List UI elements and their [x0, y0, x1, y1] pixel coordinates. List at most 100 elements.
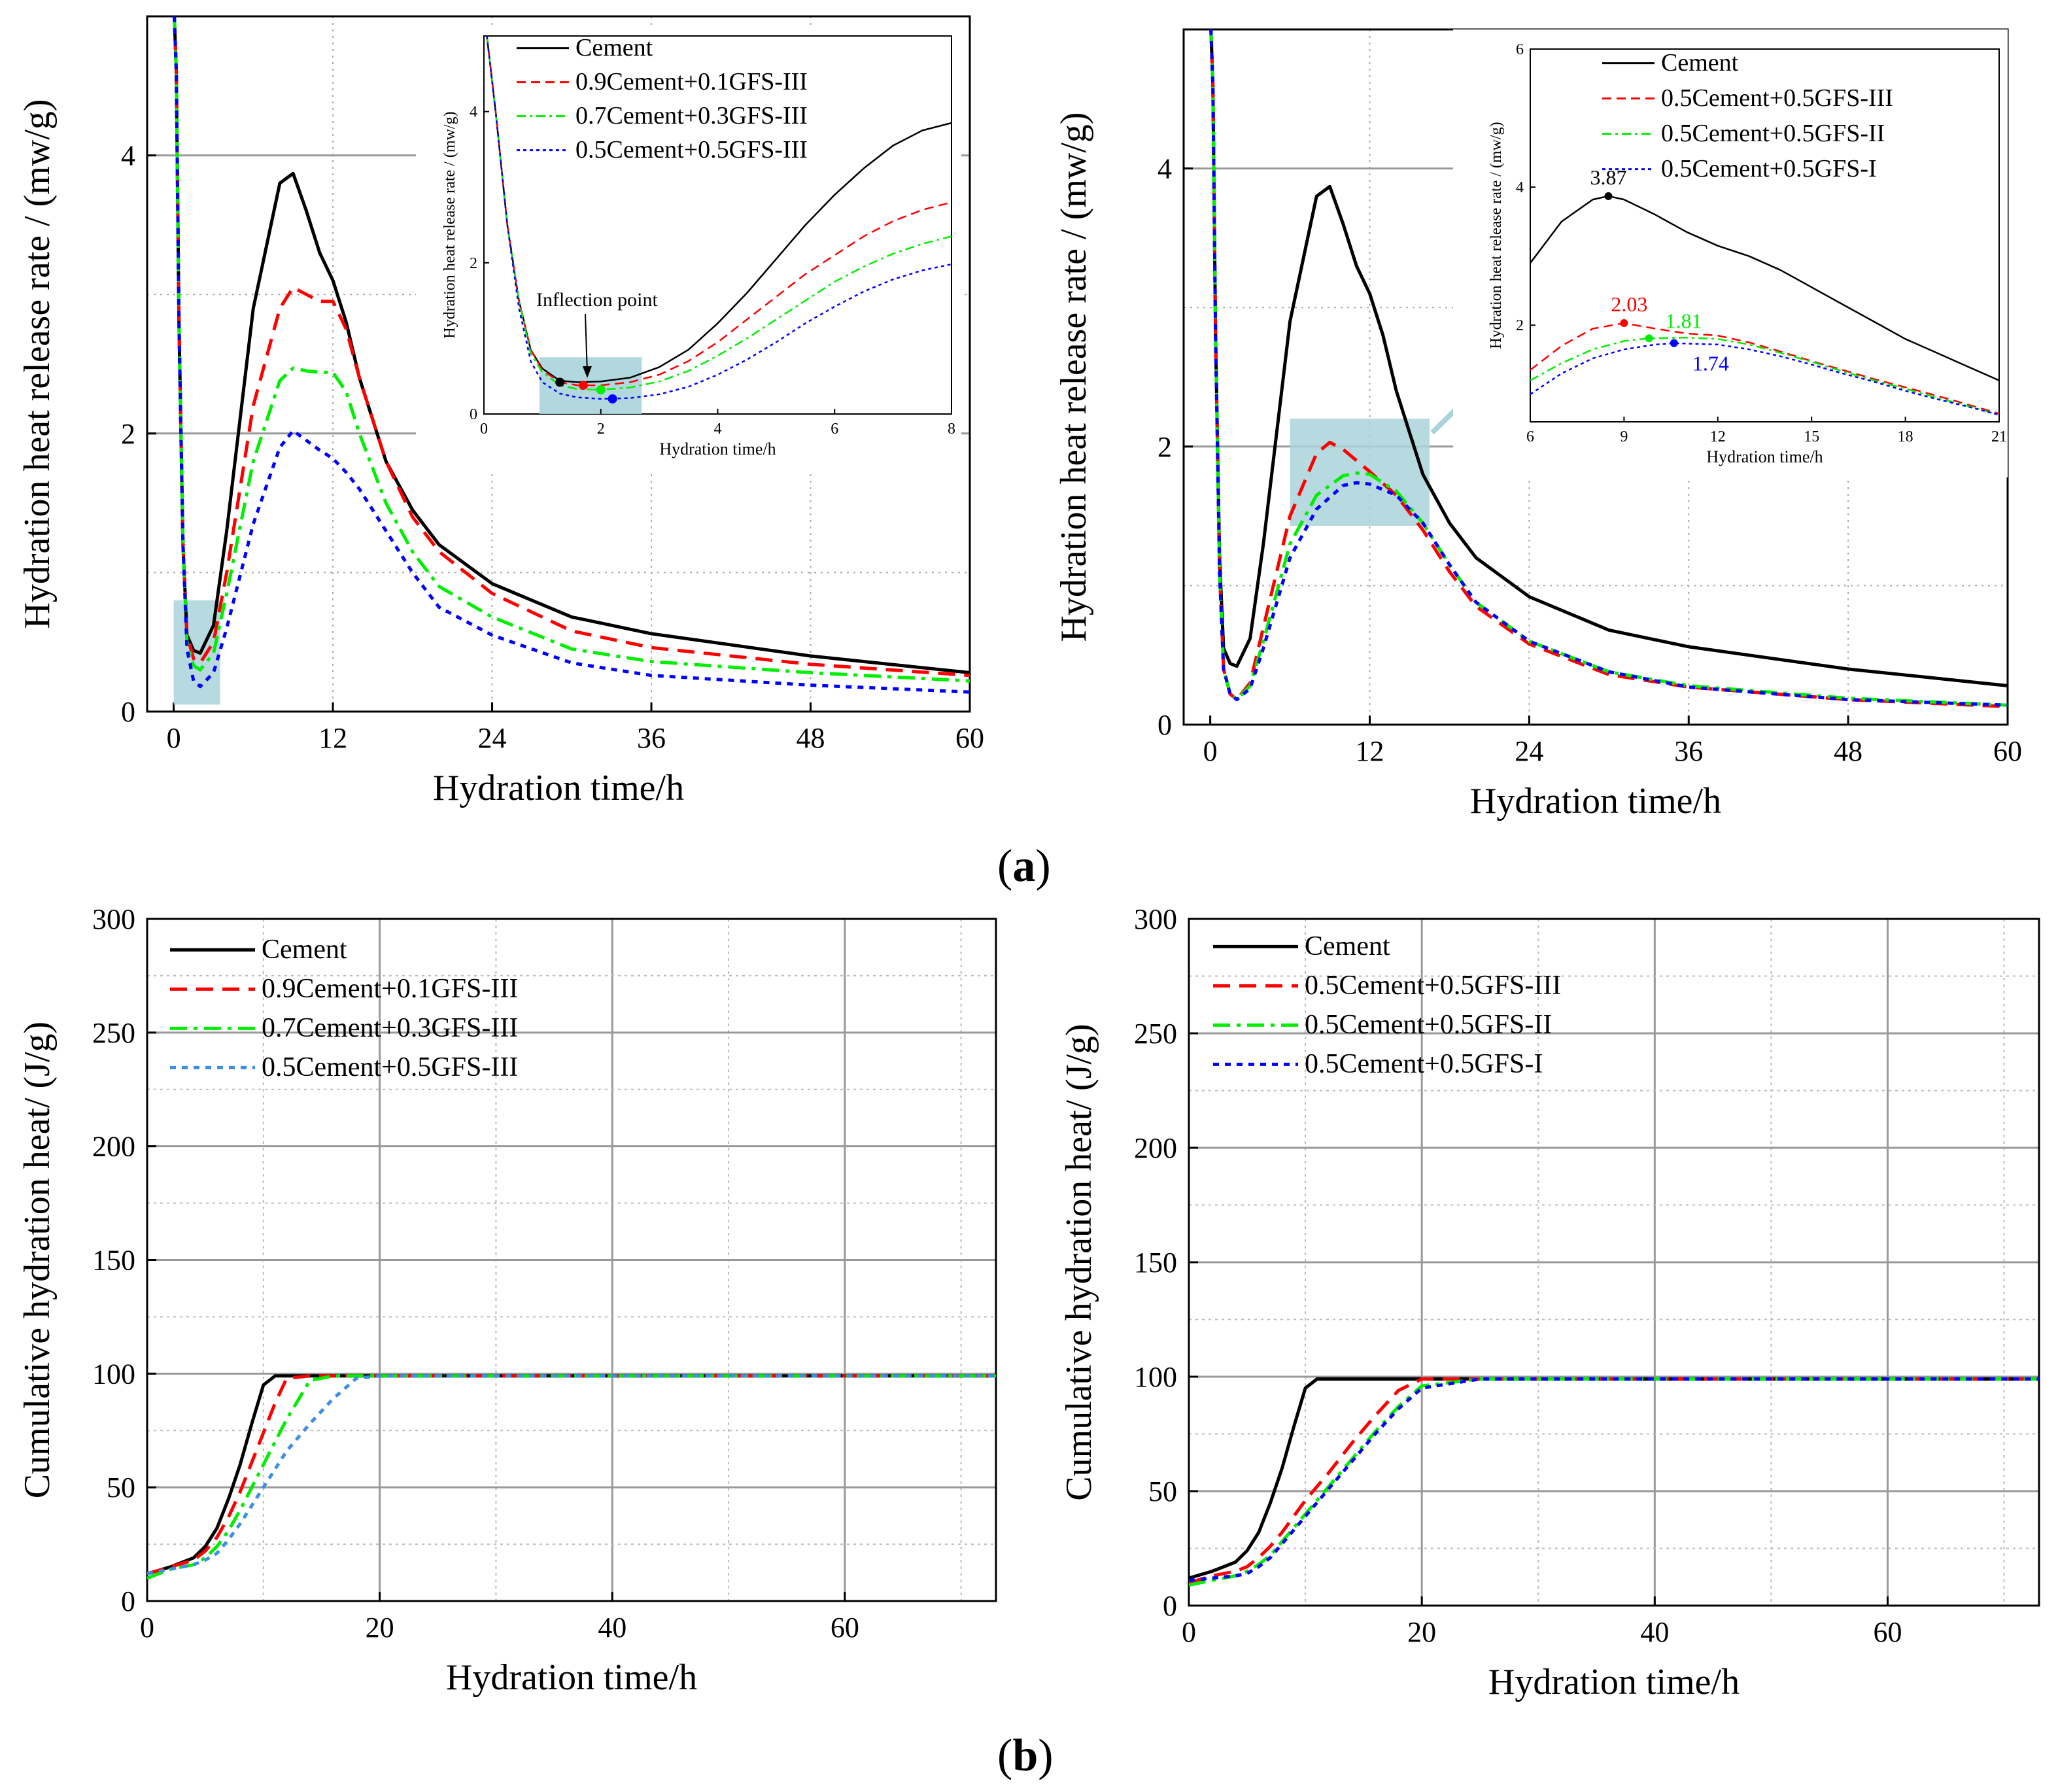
legend-label-2: 0.7Cement+0.3GFS-III [262, 1013, 518, 1043]
series-line-1 [173, 16, 970, 678]
x-tick-label: 60 [831, 1611, 859, 1644]
inset-y-tick-label: 4 [470, 104, 477, 121]
x-tick-label: 0 [1203, 735, 1218, 767]
inflection-marker-1 [578, 381, 588, 390]
series-line-2 [1209, 29, 2008, 707]
series-line-1 [1209, 29, 2008, 708]
legend-label-1: 0.9Cement+0.1GFS-III [262, 974, 518, 1004]
x-tick-label: 36 [637, 722, 666, 754]
y-tick-label: 250 [1134, 1018, 1177, 1050]
series-line-3 [1209, 29, 2008, 707]
x-tick-label: 48 [797, 722, 825, 754]
x-tick-label: 0 [167, 722, 181, 754]
series-line-2 [1189, 1377, 2039, 1587]
legend-label-1: 0.5Cement+0.5GFS-III [1661, 84, 1893, 112]
inset-background [416, 26, 961, 471]
y-tick-label: 250 [92, 1017, 135, 1049]
legend-label-0: Cement [1305, 931, 1390, 961]
x-axis-label: Hydration time/h [446, 1657, 697, 1698]
y-tick-label: 0 [1158, 709, 1172, 741]
chart-b-left: 0 20 40 60 0 50 100 150 200 250 300 Hydration time/… [17, 903, 997, 1698]
x-tick-label: 20 [1407, 1616, 1436, 1648]
inflection-annotation: Inflection point [536, 289, 658, 311]
y-axis-label: Hydration heat release rate / (mw/g) [17, 99, 58, 629]
peak-marker-3 [1670, 339, 1678, 347]
y-tick-label: 200 [92, 1131, 135, 1163]
inset-x-tick-label: 0 [480, 421, 488, 438]
inset-x-tick-label: 9 [1620, 428, 1628, 445]
inset-x-tick-label: 4 [714, 421, 722, 438]
inset-y-tick-label: 0 [470, 406, 477, 423]
x-tick-label: 12 [1356, 735, 1384, 767]
inset-background [1453, 29, 2008, 477]
caption-a-letter: a [1012, 841, 1036, 891]
y-tick-label: 2 [121, 418, 135, 450]
x-axis-label: Hydration time/h [1488, 1662, 1740, 1702]
inset-x-tick-label: 15 [1804, 428, 1819, 445]
x-tick-label: 12 [318, 722, 347, 754]
series-line-3 [1530, 342, 1999, 416]
y-tick-label: 4 [1158, 153, 1172, 185]
x-tick-label: 0 [1182, 1616, 1196, 1648]
y-tick-label: 150 [1134, 1247, 1177, 1279]
legend-label-1: 0.5Cement+0.5GFS-III [1305, 971, 1561, 1001]
caption-b: (b) [997, 1731, 1054, 1781]
x-tick-label: 20 [366, 1611, 394, 1644]
peak-marker-2 [1645, 334, 1653, 343]
inset-x-tick-label: 2 [597, 421, 605, 438]
legend-label-0: Cement [575, 34, 653, 61]
legend-label-3: 0.5Cement+0.5GFS-III [575, 136, 808, 164]
series-line-1 [486, 36, 952, 387]
y-axis-label: Cumulative hydration heat/ (J/g) [1059, 1024, 1099, 1500]
y-tick-label: 4 [121, 140, 135, 172]
x-tick-label: 60 [955, 722, 984, 754]
x-tick-label: 40 [598, 1611, 626, 1644]
legend-label-2: 0.7Cement+0.3GFS-III [575, 102, 808, 129]
series-line-2 [1530, 336, 1999, 416]
inset-x-tick-label: 12 [1710, 428, 1726, 445]
legend-label-3: 0.5Cement+0.5GFS-III [262, 1052, 518, 1082]
inset-y-tick-label: 6 [1516, 41, 1524, 58]
legend-label-0: Cement [1661, 49, 1739, 77]
legend-label-2: 0.5Cement+0.5GFS-II [1661, 120, 1885, 147]
x-tick-label: 36 [1674, 735, 1703, 767]
x-tick-label: 0 [140, 1611, 154, 1644]
y-tick-label: 200 [1134, 1132, 1177, 1164]
y-axis-label: Hydration heat release rate / (mw/g) [1054, 112, 1094, 642]
inset-x-tick-label: 8 [948, 421, 955, 438]
series-line-2 [147, 1374, 996, 1580]
y-tick-label: 100 [92, 1358, 135, 1390]
y-tick-label: 0 [121, 696, 135, 728]
x-axis-label: Hydration time/h [433, 768, 684, 808]
legend-label-3: 0.5Cement+0.5GFS-I [1661, 155, 1877, 182]
y-tick-label: 50 [107, 1472, 135, 1504]
inset-x-axis-label: Hydration time/h [659, 439, 776, 458]
series-line-3 [486, 36, 952, 400]
peak-label-1: 2.03 [1611, 292, 1647, 316]
y-tick-label: 100 [1134, 1361, 1177, 1393]
x-tick-label: 60 [1873, 1616, 1902, 1648]
inflection-marker-3 [608, 394, 617, 404]
x-tick-label: 48 [1834, 735, 1862, 767]
inflection-marker-2 [596, 385, 606, 395]
inset-y-tick-label: 4 [1516, 179, 1524, 196]
annotation-arrow-line [585, 313, 588, 373]
legend-label-3: 0.5Cement+0.5GFS-I [1305, 1049, 1543, 1079]
legend-label-0: Cement [262, 935, 347, 965]
inset-x-tick-label: 21 [1991, 428, 2007, 445]
x-tick-label: 40 [1640, 1616, 1669, 1648]
y-tick-label: 50 [1148, 1475, 1177, 1508]
peak-label-2: 1.81 [1666, 309, 1702, 332]
peak-label-0: 3.87 [1590, 165, 1627, 189]
series-line-3 [1189, 1377, 2039, 1582]
series-line-1 [1530, 322, 1999, 415]
y-tick-label: 0 [121, 1585, 135, 1617]
inset-x-tick-label: 6 [1526, 428, 1534, 445]
peak-label-3: 1.74 [1692, 352, 1729, 375]
y-axis-label: Cumulative hydration heat/ (J/g) [17, 1022, 58, 1498]
peak-marker-1 [1620, 319, 1628, 328]
y-tick-label: 2 [1158, 431, 1172, 463]
